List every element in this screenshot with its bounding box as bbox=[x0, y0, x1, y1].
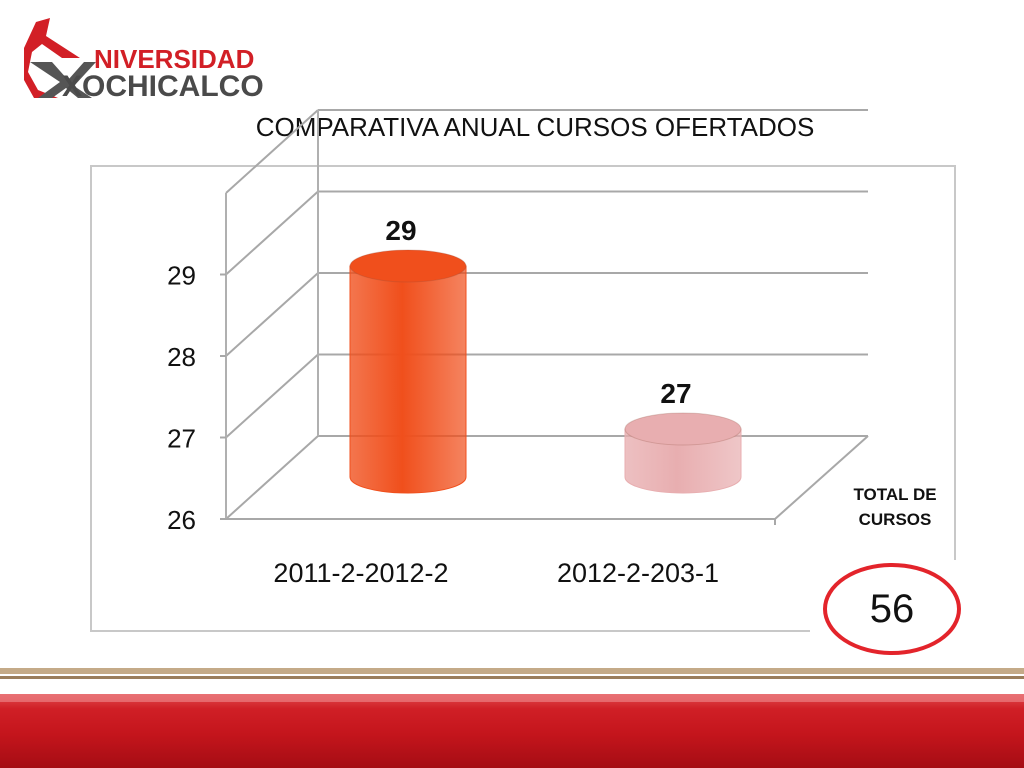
gridline-side bbox=[225, 353, 319, 439]
footer-rule-bottom bbox=[0, 676, 1024, 679]
bar-2 bbox=[624, 412, 742, 494]
gridline-side bbox=[225, 190, 319, 276]
total-label: TOTAL DE CURSOS bbox=[832, 482, 958, 532]
y-tick-label: 27 bbox=[167, 424, 196, 454]
footer-bar bbox=[0, 694, 1024, 768]
gridline-side bbox=[225, 272, 319, 357]
total-background bbox=[810, 560, 970, 640]
bar-top bbox=[624, 412, 742, 446]
footer-rule-top bbox=[0, 668, 1024, 674]
logo-line1: NIVERSIDAD bbox=[94, 44, 254, 74]
y-tick-label: 26 bbox=[167, 505, 196, 535]
floor-right-edge bbox=[774, 435, 869, 520]
logo-x-mark bbox=[24, 18, 80, 98]
data-label: 29 bbox=[385, 215, 416, 246]
y-tick-label: 28 bbox=[167, 342, 196, 372]
x-tick-label: 2012-2-203-1 bbox=[557, 558, 719, 588]
bar-1 bbox=[349, 249, 467, 494]
footer-bar-shine bbox=[0, 694, 1024, 702]
gridline-side bbox=[225, 109, 319, 194]
universidad-xochicalco-logo: NIVERSIDAD XOCHICALCO bbox=[24, 18, 264, 103]
chart-title: COMPARATIVA ANUAL CURSOS OFERTADOS bbox=[255, 112, 815, 142]
logo-line2: XOCHICALCO bbox=[62, 70, 264, 103]
total-label-line1: TOTAL DE bbox=[853, 485, 937, 504]
data-label: 27 bbox=[660, 378, 691, 409]
bar-top bbox=[349, 249, 467, 283]
total-ring-icon bbox=[823, 563, 961, 655]
bar-body bbox=[349, 265, 467, 494]
y-tick-label: 29 bbox=[167, 261, 196, 291]
x-tick-label: 2011-2-2012-2 bbox=[273, 558, 448, 588]
bar-body bbox=[624, 428, 742, 494]
total-value: 56 bbox=[869, 586, 915, 631]
gridline-side bbox=[225, 435, 319, 520]
total-label-line2: CURSOS bbox=[858, 510, 932, 529]
chart-frame bbox=[90, 165, 956, 632]
logo-x-mark-grey bbox=[30, 62, 96, 98]
